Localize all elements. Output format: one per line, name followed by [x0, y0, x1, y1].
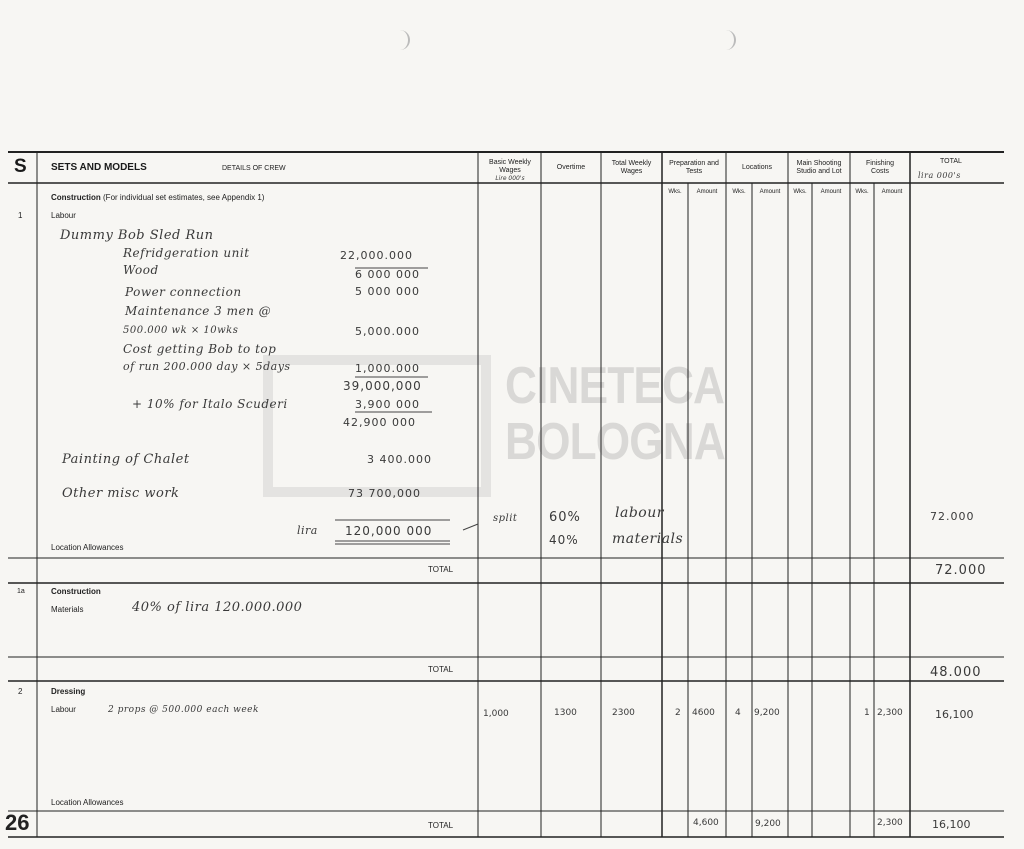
section1a-note: 40% of lira 120.000.000: [132, 600, 303, 615]
split-pct-labour: 60%: [549, 510, 581, 525]
section2-total-weekly: 2300: [612, 708, 635, 718]
section2-total: 16,100: [935, 708, 974, 721]
section2-prep-amount: 4600: [692, 708, 715, 718]
section1a-title: Construction: [51, 587, 101, 596]
section1-total-value: 72.000: [935, 563, 987, 578]
line-amount: 3 400.000: [367, 453, 432, 466]
line-label: of run 200.000 day × 5days: [123, 360, 291, 373]
line-label: Other misc work: [62, 486, 180, 501]
line-label: + 10% for Italo Scuderi: [132, 397, 288, 411]
header-finishing: Finishing Costs: [865, 160, 894, 175]
section2-title: Dressing: [51, 687, 86, 696]
line-label: Refridgeration unit: [123, 246, 250, 260]
header-basic-note: Lire 000's: [495, 175, 525, 182]
section2-total-prep: 4,600: [693, 818, 719, 828]
line-amount: 73 700,000: [348, 487, 421, 500]
line-amount: 5,000.000: [355, 325, 420, 338]
split-materials: materials: [612, 531, 684, 547]
details-of-crew-header: DETAILS OF CREW: [222, 165, 286, 172]
section2-overtime: 1300: [554, 708, 577, 718]
sub-amount: Amount: [881, 189, 903, 195]
section1a-total-value: 48.000: [930, 665, 982, 680]
header-total-note: lira 000's: [918, 171, 961, 180]
line-amount: 39,000,000: [343, 379, 422, 393]
punch-hole: [396, 30, 410, 50]
line-amount: 5 000 000: [355, 285, 420, 298]
section2-loc-wks: 4: [735, 708, 741, 718]
line-amount: 22,000.000: [340, 249, 413, 262]
watermark-line2: BOLOGNA: [505, 413, 726, 471]
header-basic-weekly: Basic Weekly Wages Lire 000's: [480, 159, 540, 183]
line-amount: 3,900 000: [355, 398, 420, 411]
section-letter: S: [14, 156, 27, 177]
split-labour: labour: [615, 505, 664, 521]
total-label: TOTAL: [428, 821, 454, 830]
sub-amount: Amount: [759, 189, 781, 195]
header-basic-weekly-label: Basic Weekly Wages: [489, 159, 531, 174]
section2-loc-amount: 9,200: [754, 708, 780, 718]
split-pct-materials: 40%: [549, 533, 579, 547]
location-allowances: Location Allowances: [51, 543, 124, 552]
section1a-number: 1a: [17, 588, 25, 595]
section1-title-note: (For individual set estimates, see Appen…: [103, 193, 265, 202]
section2-basic: 1,000: [483, 709, 509, 719]
header-total-weekly: Total Weekly Wages: [611, 160, 652, 175]
sub-amount: Amount: [820, 189, 842, 195]
sub-wks: Wks.: [668, 189, 682, 195]
grand-total: 120,000 000: [345, 524, 433, 538]
section1-title: Construction (For individual set estimat…: [51, 193, 264, 202]
sub-wks: Wks.: [855, 189, 869, 195]
section2-fin-wks: 1: [864, 708, 870, 718]
section1-sub: Labour: [51, 211, 76, 220]
sub-wks: Wks.: [732, 189, 746, 195]
total-label: TOTAL: [428, 565, 454, 574]
section2-prep-wks: 2: [675, 708, 681, 718]
line-amount: 1,000.000: [355, 362, 420, 375]
page-number: 26: [5, 810, 30, 835]
line-label: Painting of Chalet: [62, 452, 190, 467]
line-label: Power connection: [125, 285, 242, 299]
header-main-shooting: Main Shooting Studio and Lot: [796, 160, 842, 175]
header-overtime: Overtime: [556, 164, 586, 171]
section1-title-bold: Construction: [51, 193, 101, 202]
header-locations: Locations: [742, 164, 772, 171]
line-label: Wood: [123, 263, 159, 277]
split-label: split: [493, 513, 518, 524]
total-label: TOTAL: [428, 665, 454, 674]
line-label: 500.000 wk × 10wks: [123, 325, 239, 336]
section2-total-total: 16,100: [932, 818, 971, 831]
line-label: Dummy Bob Sled Run: [60, 228, 214, 243]
sub-amount: Amount: [696, 189, 718, 195]
line-amount: 6 000 000: [355, 268, 420, 281]
section-title: SETS AND MODELS: [51, 162, 147, 173]
section2-total-fin: 2,300: [877, 818, 903, 828]
section1a-sub: Materials: [51, 605, 84, 614]
punch-hole: [722, 30, 736, 50]
section2-number: 2: [18, 687, 23, 696]
section2-fin-amount: 2,300: [877, 708, 903, 718]
grand-total-prefix: lira: [297, 524, 318, 537]
header-preparation: Preparation and Tests: [669, 160, 719, 175]
section2-total-loc: 9,200: [755, 819, 781, 829]
section1-number: 1: [18, 211, 23, 220]
line-label: Maintenance 3 men @: [125, 304, 272, 318]
watermark-logo-frame: [263, 355, 491, 497]
location-allowances: Location Allowances: [51, 798, 124, 807]
section1-total-col: 72.000: [930, 510, 975, 523]
section2-note: 2 props @ 500.000 each week: [108, 705, 259, 715]
line-amount: 42,900 000: [343, 416, 416, 429]
section2-sub: Labour: [51, 705, 76, 714]
sub-wks: Wks.: [793, 189, 807, 195]
header-total: TOTAL: [940, 158, 962, 165]
line-label: Cost getting Bob to top: [123, 342, 277, 356]
